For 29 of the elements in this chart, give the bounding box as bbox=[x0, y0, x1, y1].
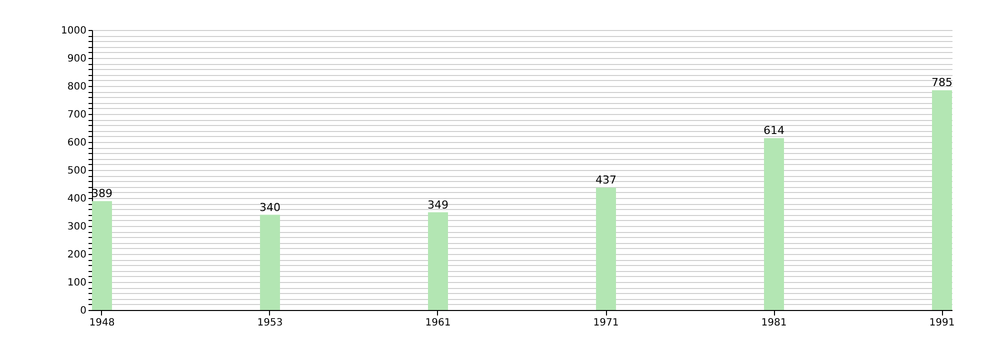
data-label: 389 bbox=[91, 187, 112, 200]
y-tick-label: 800 bbox=[67, 82, 86, 92]
x-tick-label: 1991 bbox=[929, 318, 955, 328]
x-tick-label: 1981 bbox=[761, 318, 787, 328]
data-label: 349 bbox=[428, 198, 448, 212]
x-tick-label: 1948 bbox=[89, 318, 115, 328]
data-label: 785 bbox=[932, 76, 953, 90]
bar bbox=[932, 90, 952, 310]
y-tick-label: 300 bbox=[67, 222, 86, 232]
bar bbox=[428, 212, 448, 310]
bar bbox=[92, 201, 112, 310]
y-tick-label: 100 bbox=[67, 278, 86, 288]
x-tick-label: 1971 bbox=[593, 318, 619, 328]
y-tick-label: 400 bbox=[67, 194, 86, 204]
bar bbox=[260, 214, 280, 310]
data-label: 437 bbox=[596, 174, 616, 187]
y-tick-label: 700 bbox=[67, 110, 86, 120]
bar bbox=[596, 188, 616, 310]
x-tick-label: 1953 bbox=[257, 318, 283, 328]
bar bbox=[764, 138, 784, 310]
y-tick-label: 500 bbox=[67, 166, 86, 176]
y-tick-label: 0 bbox=[80, 306, 86, 316]
data-label: 340 bbox=[260, 200, 280, 214]
y-tick-label: 200 bbox=[67, 250, 86, 260]
data-label: 614 bbox=[764, 124, 784, 138]
y-tick-label: 900 bbox=[67, 54, 86, 64]
x-tick-label: 1961 bbox=[425, 318, 451, 328]
y-tick-label: 1000 bbox=[61, 26, 86, 36]
y-tick-label: 600 bbox=[67, 138, 86, 148]
